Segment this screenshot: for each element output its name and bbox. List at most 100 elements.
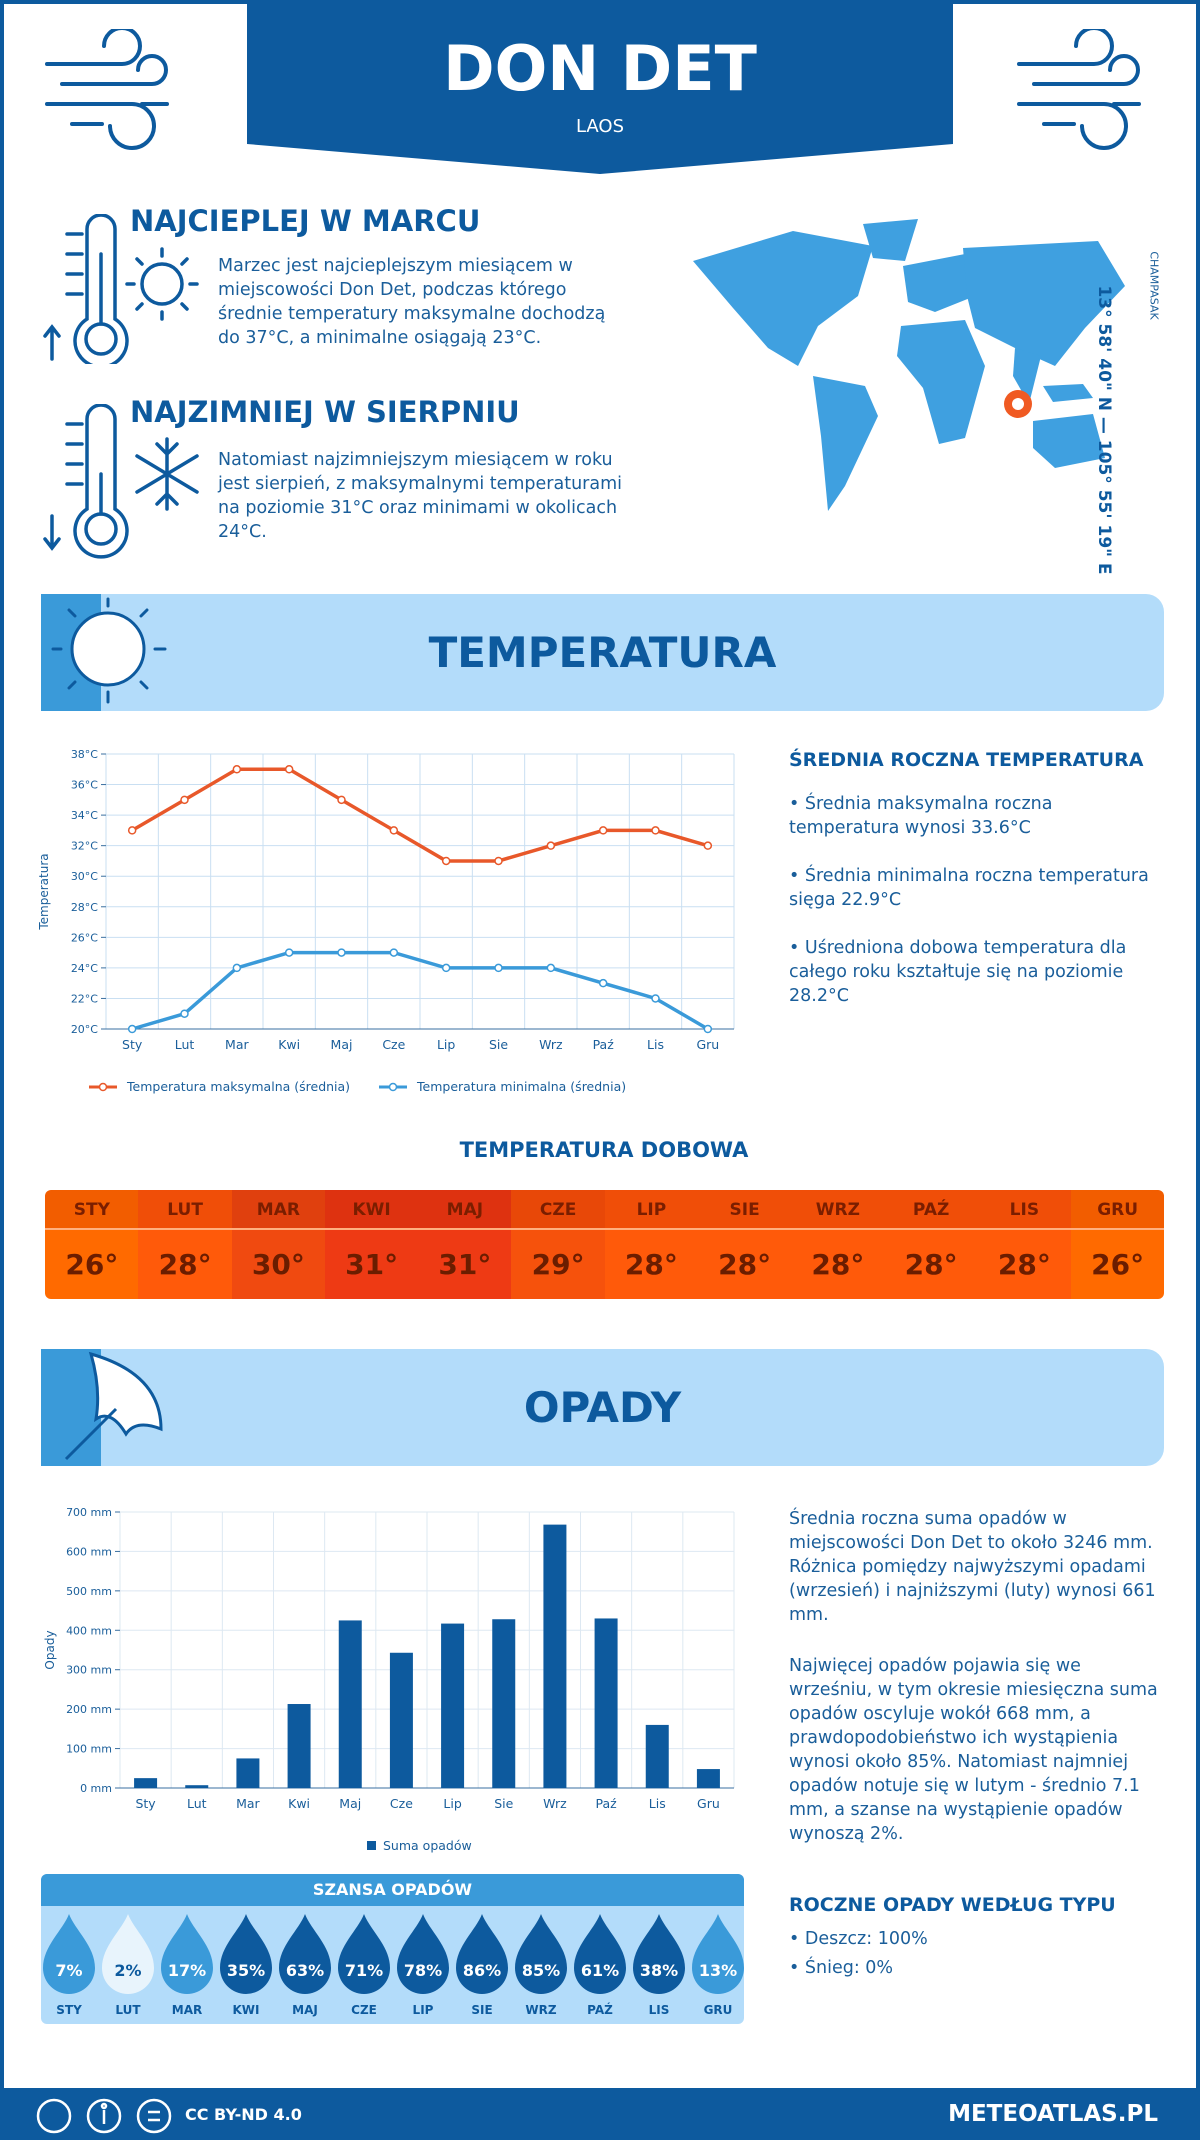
point	[546, 841, 556, 850]
precipitation-chart: 0 mm 100 mm 200 mm 300 mm 400 mm 500 mm 600 mm…	[43, 1506, 735, 1853]
y-tick-label: 0 mm	[80, 1782, 112, 1795]
daily-cell: LUT 28°	[138, 1190, 232, 1299]
bar	[338, 1620, 362, 1788]
drop-shape	[161, 1914, 213, 1994]
stats-item: • Średnia maksymalna roczna temperatura …	[789, 794, 1053, 838]
drop-month: STY	[56, 2003, 82, 2017]
y-tick-label: 26°C	[71, 931, 98, 944]
thermometer-snow-icon	[43, 404, 199, 559]
header-box	[247, 4, 953, 174]
x-tick-label: Gru	[697, 1796, 720, 1811]
license-icons	[36, 2098, 172, 2134]
daily-value: 31°	[324, 1230, 419, 1299]
drop-value: 78%	[404, 1961, 442, 1980]
rain-chance-drops: 7% STY 2% LUT 17% MAR 35% KWI 63% MAJ 71% CZE 78% LIP…	[43, 1914, 744, 2017]
drop-month: SIE	[471, 2003, 492, 2017]
daily-cell: MAJ 31°	[418, 1190, 512, 1299]
drop-value: 35%	[227, 1961, 265, 1980]
daily-cell: LIP 28°	[604, 1190, 699, 1299]
drop-shape	[338, 1914, 390, 1994]
y-tick-label: 22°C	[71, 992, 98, 1005]
bar	[389, 1652, 413, 1788]
daily-cell: CZE 29°	[511, 1190, 605, 1299]
point	[180, 795, 189, 805]
daily-month: STY	[45, 1190, 139, 1230]
drop-shape	[574, 1914, 626, 1994]
point	[389, 826, 399, 835]
y-tick-label: 100 mm	[66, 1743, 112, 1756]
drop-value: 63%	[286, 1961, 324, 1980]
bar	[492, 1619, 516, 1788]
x-tick-label: Wrz	[543, 1796, 567, 1811]
x-tick-label: Lut	[187, 1796, 207, 1811]
x-tick-label: Lip	[437, 1037, 455, 1052]
city-title: DON DET	[443, 32, 757, 105]
point	[598, 826, 608, 835]
y-axis-label: Opady	[43, 1630, 57, 1669]
point	[441, 963, 451, 973]
rain-chance-drop: 61% PAŹ	[574, 1914, 626, 2017]
drop-shape	[43, 1914, 95, 1994]
y-tick-label: 30°C	[71, 870, 98, 883]
x-tick-label: Lis	[649, 1796, 666, 1811]
point	[180, 1009, 189, 1018]
point	[546, 963, 556, 973]
daily-value: 28°	[884, 1230, 978, 1299]
drop-shape	[455, 1914, 508, 1995]
legend-swatch	[388, 1082, 398, 1092]
drop-shape	[279, 1914, 331, 1994]
daily-cell: WRZ 28°	[791, 1190, 885, 1299]
daily-value: 26°	[45, 1230, 139, 1299]
point	[389, 948, 399, 957]
x-tick-label: Maj	[331, 1037, 353, 1052]
y-tick-label: 36°C	[71, 779, 98, 792]
x-tick-label: Sty	[135, 1796, 156, 1811]
daily-month: MAR	[231, 1190, 326, 1230]
point	[337, 948, 346, 957]
drop-value: 61%	[581, 1961, 619, 1980]
coldest-text: Natomiast najzimniejszym miesiącem w rok…	[218, 450, 622, 542]
y-tick-label: 400 mm	[66, 1624, 112, 1637]
daily-value: 26°	[1070, 1230, 1164, 1299]
drop-value: 86%	[463, 1961, 501, 1980]
wind-icon	[1017, 29, 1141, 150]
daily-cell: LIS 28°	[977, 1190, 1072, 1299]
rain-chance-drop: 13% GRU	[692, 1914, 744, 2017]
x-tick-label: Sty	[122, 1037, 143, 1052]
rain-chance-drop: 17% MAR	[161, 1914, 213, 2017]
types-title: ROCZNE OPADY WEDŁUG TYPU	[789, 1894, 1116, 1916]
y-tick-label: 32°C	[71, 840, 98, 853]
daily-month: LUT	[138, 1190, 232, 1230]
x-tick-label: Mar	[236, 1796, 260, 1811]
daily-table: STY 26° LUT 28° MAR 30° KWI 31° MAJ 31° CZE 29° LIP 2…	[45, 1190, 1164, 1299]
bar	[236, 1758, 260, 1788]
coordinates: 13° 58' 40" N — 105° 55' 19" E	[1094, 285, 1114, 575]
line	[131, 950, 709, 1031]
x-tick-label: Sie	[494, 1796, 513, 1811]
daily-month: SIE	[697, 1190, 792, 1230]
bar	[185, 1785, 209, 1788]
legend-swatch	[98, 1082, 108, 1092]
license: CC BY-ND 4.0	[185, 2105, 302, 2124]
banner-title: TEMPERATURA	[428, 628, 777, 677]
drop-month: PAŹ	[587, 2002, 613, 2017]
daily-month: MAJ	[418, 1190, 512, 1230]
precipitation-text: Najwięcej opadów pojawia się we wrześniu…	[789, 1656, 1158, 1844]
drop-month: GRU	[704, 2003, 733, 2017]
daily-cell: STY 26°	[45, 1190, 139, 1299]
daily-value: 28°	[697, 1230, 792, 1299]
legend-label: Suma opadów	[383, 1838, 472, 1853]
drop-value: 71%	[345, 1961, 383, 1980]
site-link[interactable]: METEOATLAS.PL	[948, 2101, 1158, 2127]
x-tick-label: Lis	[647, 1037, 664, 1052]
bar	[134, 1778, 158, 1788]
warmest-title: NAJCIEPLEJ W MARCU	[130, 204, 481, 238]
rain-chance-drop: 2% LUT	[102, 1914, 154, 2017]
point	[494, 856, 503, 866]
stats-title: ŚREDNIA ROCZNA TEMPERATURA	[789, 749, 1144, 771]
daily-month: LIP	[604, 1190, 699, 1230]
drop-month: CZE	[351, 2003, 377, 2017]
legend-label: Temperatura maksymalna (średnia)	[126, 1079, 350, 1094]
x-tick-label: Gru	[696, 1037, 719, 1052]
